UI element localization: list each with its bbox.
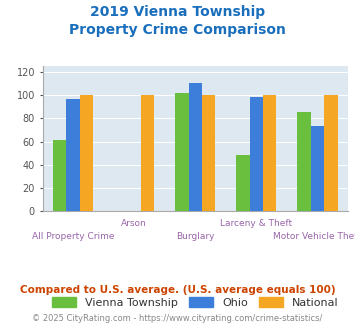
Text: Motor Vehicle Theft: Motor Vehicle Theft <box>273 232 355 241</box>
Bar <box>202 95 215 211</box>
Text: Arson: Arson <box>121 219 147 228</box>
Bar <box>250 97 263 211</box>
Bar <box>236 155 250 211</box>
Text: 2019 Vienna Township: 2019 Vienna Township <box>90 5 265 19</box>
Text: Compared to U.S. average. (U.S. average equals 100): Compared to U.S. average. (U.S. average … <box>20 285 335 295</box>
Bar <box>311 126 324 211</box>
Text: Burglary: Burglary <box>176 232 214 241</box>
Bar <box>66 99 80 211</box>
Bar <box>297 113 311 211</box>
Bar <box>141 95 154 211</box>
Text: Larceny & Theft: Larceny & Theft <box>220 219 293 228</box>
Bar <box>80 95 93 211</box>
Bar <box>324 95 338 211</box>
Text: All Property Crime: All Property Crime <box>32 232 114 241</box>
Text: © 2025 CityRating.com - https://www.cityrating.com/crime-statistics/: © 2025 CityRating.com - https://www.city… <box>32 314 323 323</box>
Bar <box>175 93 189 211</box>
Bar <box>263 95 277 211</box>
Legend: Vienna Township, Ohio, National: Vienna Township, Ohio, National <box>47 292 343 312</box>
Bar <box>189 83 202 211</box>
Text: Property Crime Comparison: Property Crime Comparison <box>69 23 286 37</box>
Bar <box>53 140 66 211</box>
